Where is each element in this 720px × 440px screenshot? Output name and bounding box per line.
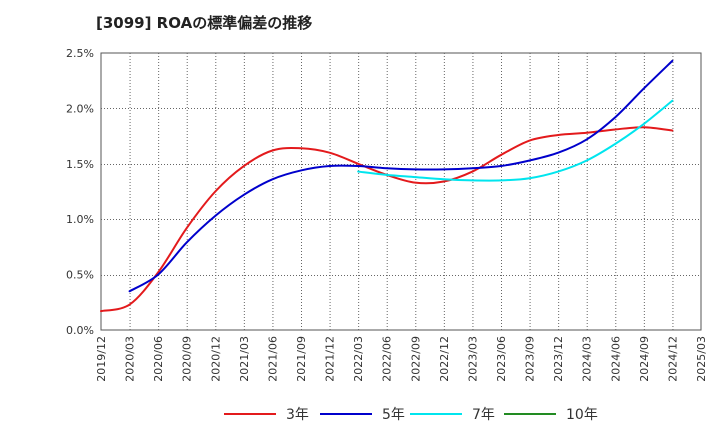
x-tick-label: 2023/06 (495, 336, 508, 382)
legend-label: 10年 (566, 407, 598, 423)
x-tick-label: 2021/03 (238, 336, 251, 382)
x-tick-label: 2020/09 (181, 336, 194, 382)
x-tick-label: 2024/06 (609, 336, 622, 382)
x-tick-label: 2021/09 (295, 336, 308, 382)
x-tick-label: 2023/09 (524, 336, 537, 382)
chart-legend: 3年 5年 7年 10年 (0, 400, 720, 430)
legend-swatch (410, 413, 462, 415)
y-tick-label: 1.0% (66, 213, 94, 226)
legend-label: 5年 (382, 407, 405, 423)
legend-swatch (504, 413, 556, 415)
x-tick-label: 2024/03 (581, 336, 594, 382)
x-tick-label: 2023/03 (466, 336, 479, 382)
legend-item-1: 3年 (224, 404, 309, 424)
legend-item-4: 10年 (504, 404, 598, 424)
x-tick-label: 2020/06 (152, 336, 165, 382)
x-tick-label: 2022/06 (381, 336, 394, 382)
series-line-2 (128, 59, 674, 293)
x-tick-label: 2021/12 (324, 336, 337, 382)
x-tick-label: 2022/12 (438, 336, 451, 382)
series-line-3 (357, 99, 674, 182)
legend-swatch (224, 413, 276, 415)
y-tick-label: 2.5% (66, 47, 94, 60)
legend-label: 7年 (472, 407, 495, 423)
x-tick-label: 2022/09 (409, 336, 422, 382)
x-tick-label: 2024/12 (666, 336, 679, 382)
y-tick-label: 0.0% (66, 324, 94, 337)
x-tick-label: 2025/03 (695, 336, 708, 382)
x-tick-label: 2024/09 (638, 336, 651, 382)
plot-area (100, 52, 702, 331)
legend-label: 3年 (286, 407, 309, 423)
legend-swatch (320, 413, 372, 415)
legend-item-2: 5年 (320, 404, 405, 424)
x-tick-label: 2023/12 (552, 336, 565, 382)
x-tick-label: 2020/03 (124, 336, 137, 382)
chart-title: [3099] ROAの標準偏差の推移 (96, 14, 313, 32)
x-tick-label: 2019/12 (95, 336, 108, 382)
x-tick-label: 2021/06 (266, 336, 279, 382)
y-tick-label: 2.0% (66, 102, 94, 115)
x-tick-label: 2020/12 (209, 336, 222, 382)
y-tick-label: 0.5% (66, 269, 94, 282)
legend-item-3: 7年 (410, 404, 495, 424)
y-tick-label: 1.5% (66, 158, 94, 171)
x-tick-label: 2022/03 (352, 336, 365, 382)
